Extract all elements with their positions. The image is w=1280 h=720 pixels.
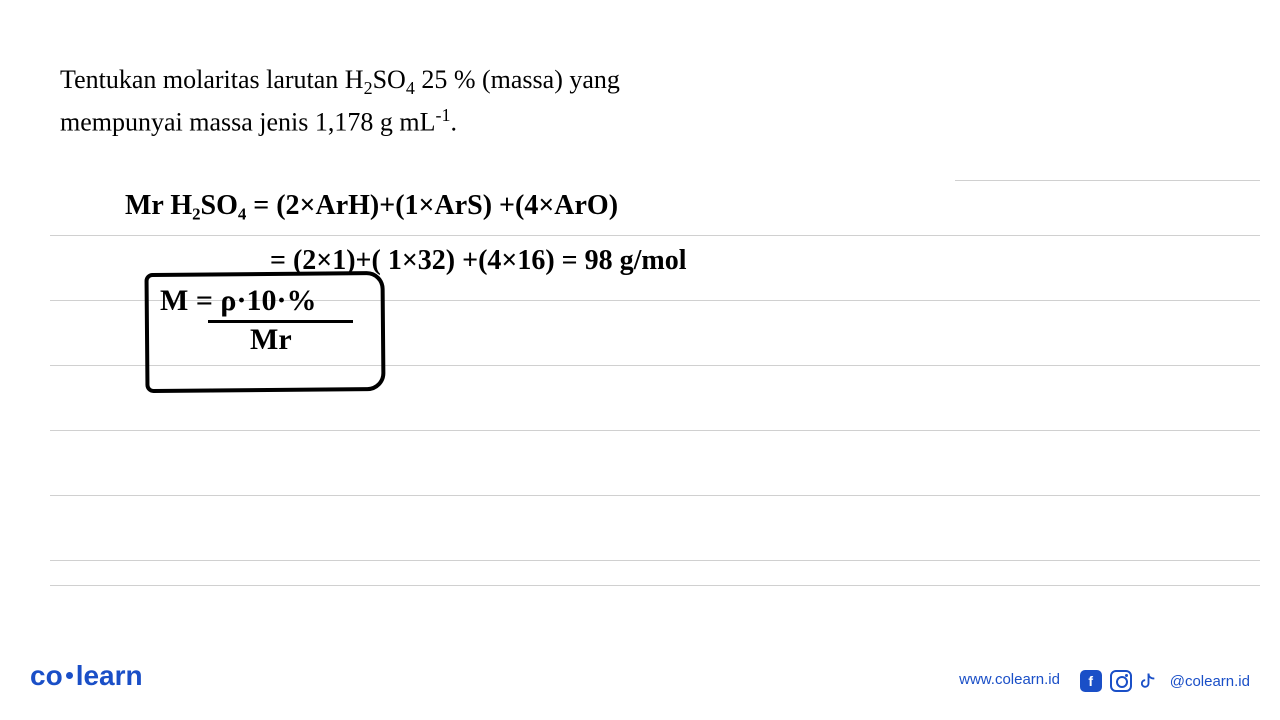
formula-content: M = ρ·10·% Mr: [160, 284, 353, 357]
question-part: Tentukan molaritas larutan H: [60, 65, 364, 94]
question-part: mempunyai massa jenis 1,178 g mL: [60, 108, 436, 137]
formula-denominator: Mr: [250, 323, 353, 357]
brand-logo: colearn: [30, 660, 143, 692]
handwriting-mr-line1: Mr H₂SO₄ = (2×ArH)+(1×ArS) +(4×ArO): [125, 190, 618, 222]
ruled-line: [50, 430, 1260, 431]
subscript: 2: [364, 78, 373, 98]
tiktok-icon: [1140, 670, 1162, 692]
ruled-line: [50, 235, 1260, 236]
subscript: 4: [406, 78, 415, 98]
formula-numerator: M = ρ·10·%: [160, 284, 316, 318]
ruled-line: [50, 560, 1260, 561]
footer: colearn www.colearn.id f @colearn.id: [0, 652, 1280, 692]
facebook-icon: f: [1080, 670, 1102, 692]
instagram-icon: [1110, 670, 1132, 692]
superscript: -1: [436, 105, 451, 125]
question-part: 25 % (massa) yang: [415, 65, 620, 94]
ruled-line: [50, 585, 1260, 586]
logo-dot-icon: [66, 672, 73, 679]
social-links: f @colearn.id: [1080, 670, 1250, 692]
question-text: Tentukan molaritas larutan H2SO4 25 % (m…: [60, 60, 1220, 142]
ruled-line: [50, 495, 1260, 496]
logo-text-left: co: [30, 660, 63, 691]
social-handle: @colearn.id: [1170, 673, 1250, 690]
question-part: .: [451, 108, 458, 137]
question-part: SO: [373, 65, 406, 94]
logo-text-right: learn: [76, 660, 143, 691]
ruled-line-short: [955, 180, 1260, 181]
footer-url: www.colearn.id: [959, 671, 1060, 688]
